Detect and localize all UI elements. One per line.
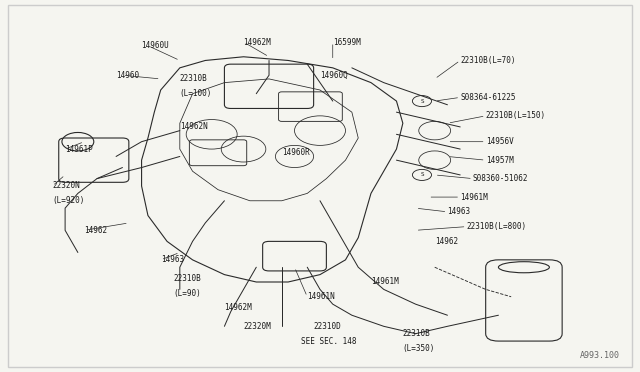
Text: (L=100): (L=100) (180, 89, 212, 98)
Text: S08360-51062: S08360-51062 (473, 174, 529, 183)
Text: 14962N: 14962N (180, 122, 207, 131)
Text: 14962M: 14962M (225, 303, 252, 312)
Text: 22310B: 22310B (403, 329, 431, 338)
Text: S08364-61225: S08364-61225 (460, 93, 516, 102)
Text: 22310B(L=150): 22310B(L=150) (486, 111, 546, 121)
Text: 22310D: 22310D (314, 322, 341, 331)
Text: 22310B: 22310B (173, 274, 201, 283)
Text: (L=90): (L=90) (173, 289, 201, 298)
Text: 22320M: 22320M (244, 322, 271, 331)
Text: 14962: 14962 (84, 226, 108, 235)
Text: 14960: 14960 (116, 71, 140, 80)
Text: A993.100: A993.100 (579, 350, 620, 359)
Text: SEE SEC. 148: SEE SEC. 148 (301, 337, 356, 346)
Text: 14963: 14963 (447, 207, 470, 217)
Text: (L=920): (L=920) (52, 196, 84, 205)
Text: 14960U: 14960U (141, 41, 170, 50)
Text: 14961M: 14961M (460, 193, 488, 202)
Text: 14961N: 14961N (307, 292, 335, 301)
Text: 14960R: 14960R (282, 148, 310, 157)
Text: S: S (420, 99, 424, 103)
Text: 14961P: 14961P (65, 145, 93, 154)
Text: 14961M: 14961M (371, 278, 399, 286)
Text: 16599M: 16599M (333, 38, 360, 46)
Text: 14956V: 14956V (486, 137, 513, 146)
Text: (L=350): (L=350) (403, 344, 435, 353)
Text: 22320N: 22320N (52, 182, 80, 190)
Text: 14963: 14963 (161, 255, 184, 264)
Text: 22310B(L=800): 22310B(L=800) (467, 222, 527, 231)
Text: 14957M: 14957M (486, 155, 513, 165)
Text: 22310B: 22310B (180, 74, 207, 83)
Text: 14960Q: 14960Q (320, 71, 348, 80)
Text: 22310B(L=70): 22310B(L=70) (460, 56, 516, 65)
Text: S: S (420, 173, 424, 177)
Text: 14962M: 14962M (244, 38, 271, 46)
Text: 14962: 14962 (435, 237, 458, 246)
